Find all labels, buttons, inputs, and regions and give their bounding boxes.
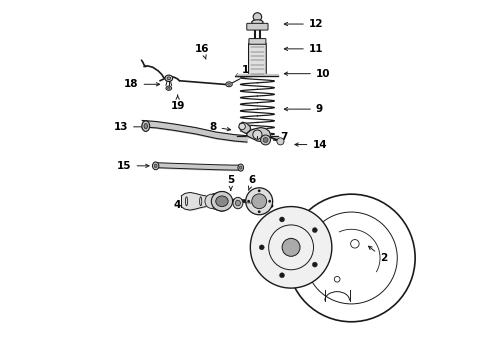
- Circle shape: [259, 245, 264, 250]
- Text: 16: 16: [195, 44, 210, 59]
- Circle shape: [261, 135, 270, 145]
- Circle shape: [245, 188, 272, 215]
- Ellipse shape: [216, 196, 228, 207]
- Text: 1: 1: [294, 249, 313, 263]
- Circle shape: [253, 13, 262, 21]
- Ellipse shape: [233, 197, 243, 209]
- Circle shape: [312, 262, 318, 267]
- Circle shape: [279, 217, 285, 222]
- Ellipse shape: [154, 164, 157, 168]
- Text: 8: 8: [209, 122, 231, 132]
- Text: 18: 18: [124, 79, 160, 89]
- Text: 9: 9: [284, 104, 323, 114]
- Text: 12: 12: [284, 19, 323, 29]
- Ellipse shape: [211, 192, 226, 210]
- Circle shape: [263, 138, 268, 143]
- Ellipse shape: [228, 83, 230, 85]
- Circle shape: [268, 200, 271, 203]
- Circle shape: [279, 273, 285, 278]
- Ellipse shape: [213, 192, 231, 211]
- Text: 13: 13: [114, 122, 146, 132]
- Text: 2: 2: [368, 246, 387, 263]
- Text: 15: 15: [117, 161, 149, 171]
- Circle shape: [239, 123, 245, 130]
- Ellipse shape: [240, 166, 242, 169]
- Circle shape: [277, 138, 284, 145]
- Ellipse shape: [226, 82, 232, 87]
- Ellipse shape: [238, 164, 244, 171]
- Text: 5: 5: [227, 175, 234, 190]
- FancyBboxPatch shape: [247, 23, 268, 30]
- Ellipse shape: [165, 75, 172, 81]
- Text: 4: 4: [174, 200, 195, 210]
- Ellipse shape: [205, 194, 218, 208]
- Ellipse shape: [152, 162, 159, 170]
- FancyBboxPatch shape: [248, 43, 266, 77]
- Circle shape: [250, 207, 332, 288]
- Polygon shape: [239, 122, 250, 134]
- Ellipse shape: [211, 192, 233, 211]
- Circle shape: [252, 194, 267, 209]
- FancyBboxPatch shape: [249, 39, 266, 44]
- Circle shape: [247, 200, 250, 203]
- Text: 19: 19: [171, 95, 185, 111]
- Ellipse shape: [235, 200, 241, 206]
- Text: 17: 17: [235, 65, 256, 77]
- Ellipse shape: [142, 121, 149, 131]
- Ellipse shape: [166, 86, 172, 90]
- Text: 11: 11: [284, 44, 323, 54]
- Text: 10: 10: [284, 69, 330, 79]
- Ellipse shape: [168, 87, 170, 89]
- Ellipse shape: [252, 20, 263, 25]
- Text: 7: 7: [273, 132, 288, 143]
- Ellipse shape: [167, 77, 171, 80]
- Circle shape: [282, 238, 300, 256]
- Circle shape: [258, 210, 261, 213]
- Circle shape: [258, 189, 261, 192]
- Circle shape: [312, 228, 318, 233]
- Circle shape: [253, 130, 262, 139]
- Text: 3: 3: [263, 200, 273, 210]
- Text: 6: 6: [248, 175, 256, 190]
- Ellipse shape: [144, 123, 147, 129]
- Text: 14: 14: [295, 140, 327, 149]
- Ellipse shape: [208, 193, 222, 209]
- Polygon shape: [247, 127, 270, 142]
